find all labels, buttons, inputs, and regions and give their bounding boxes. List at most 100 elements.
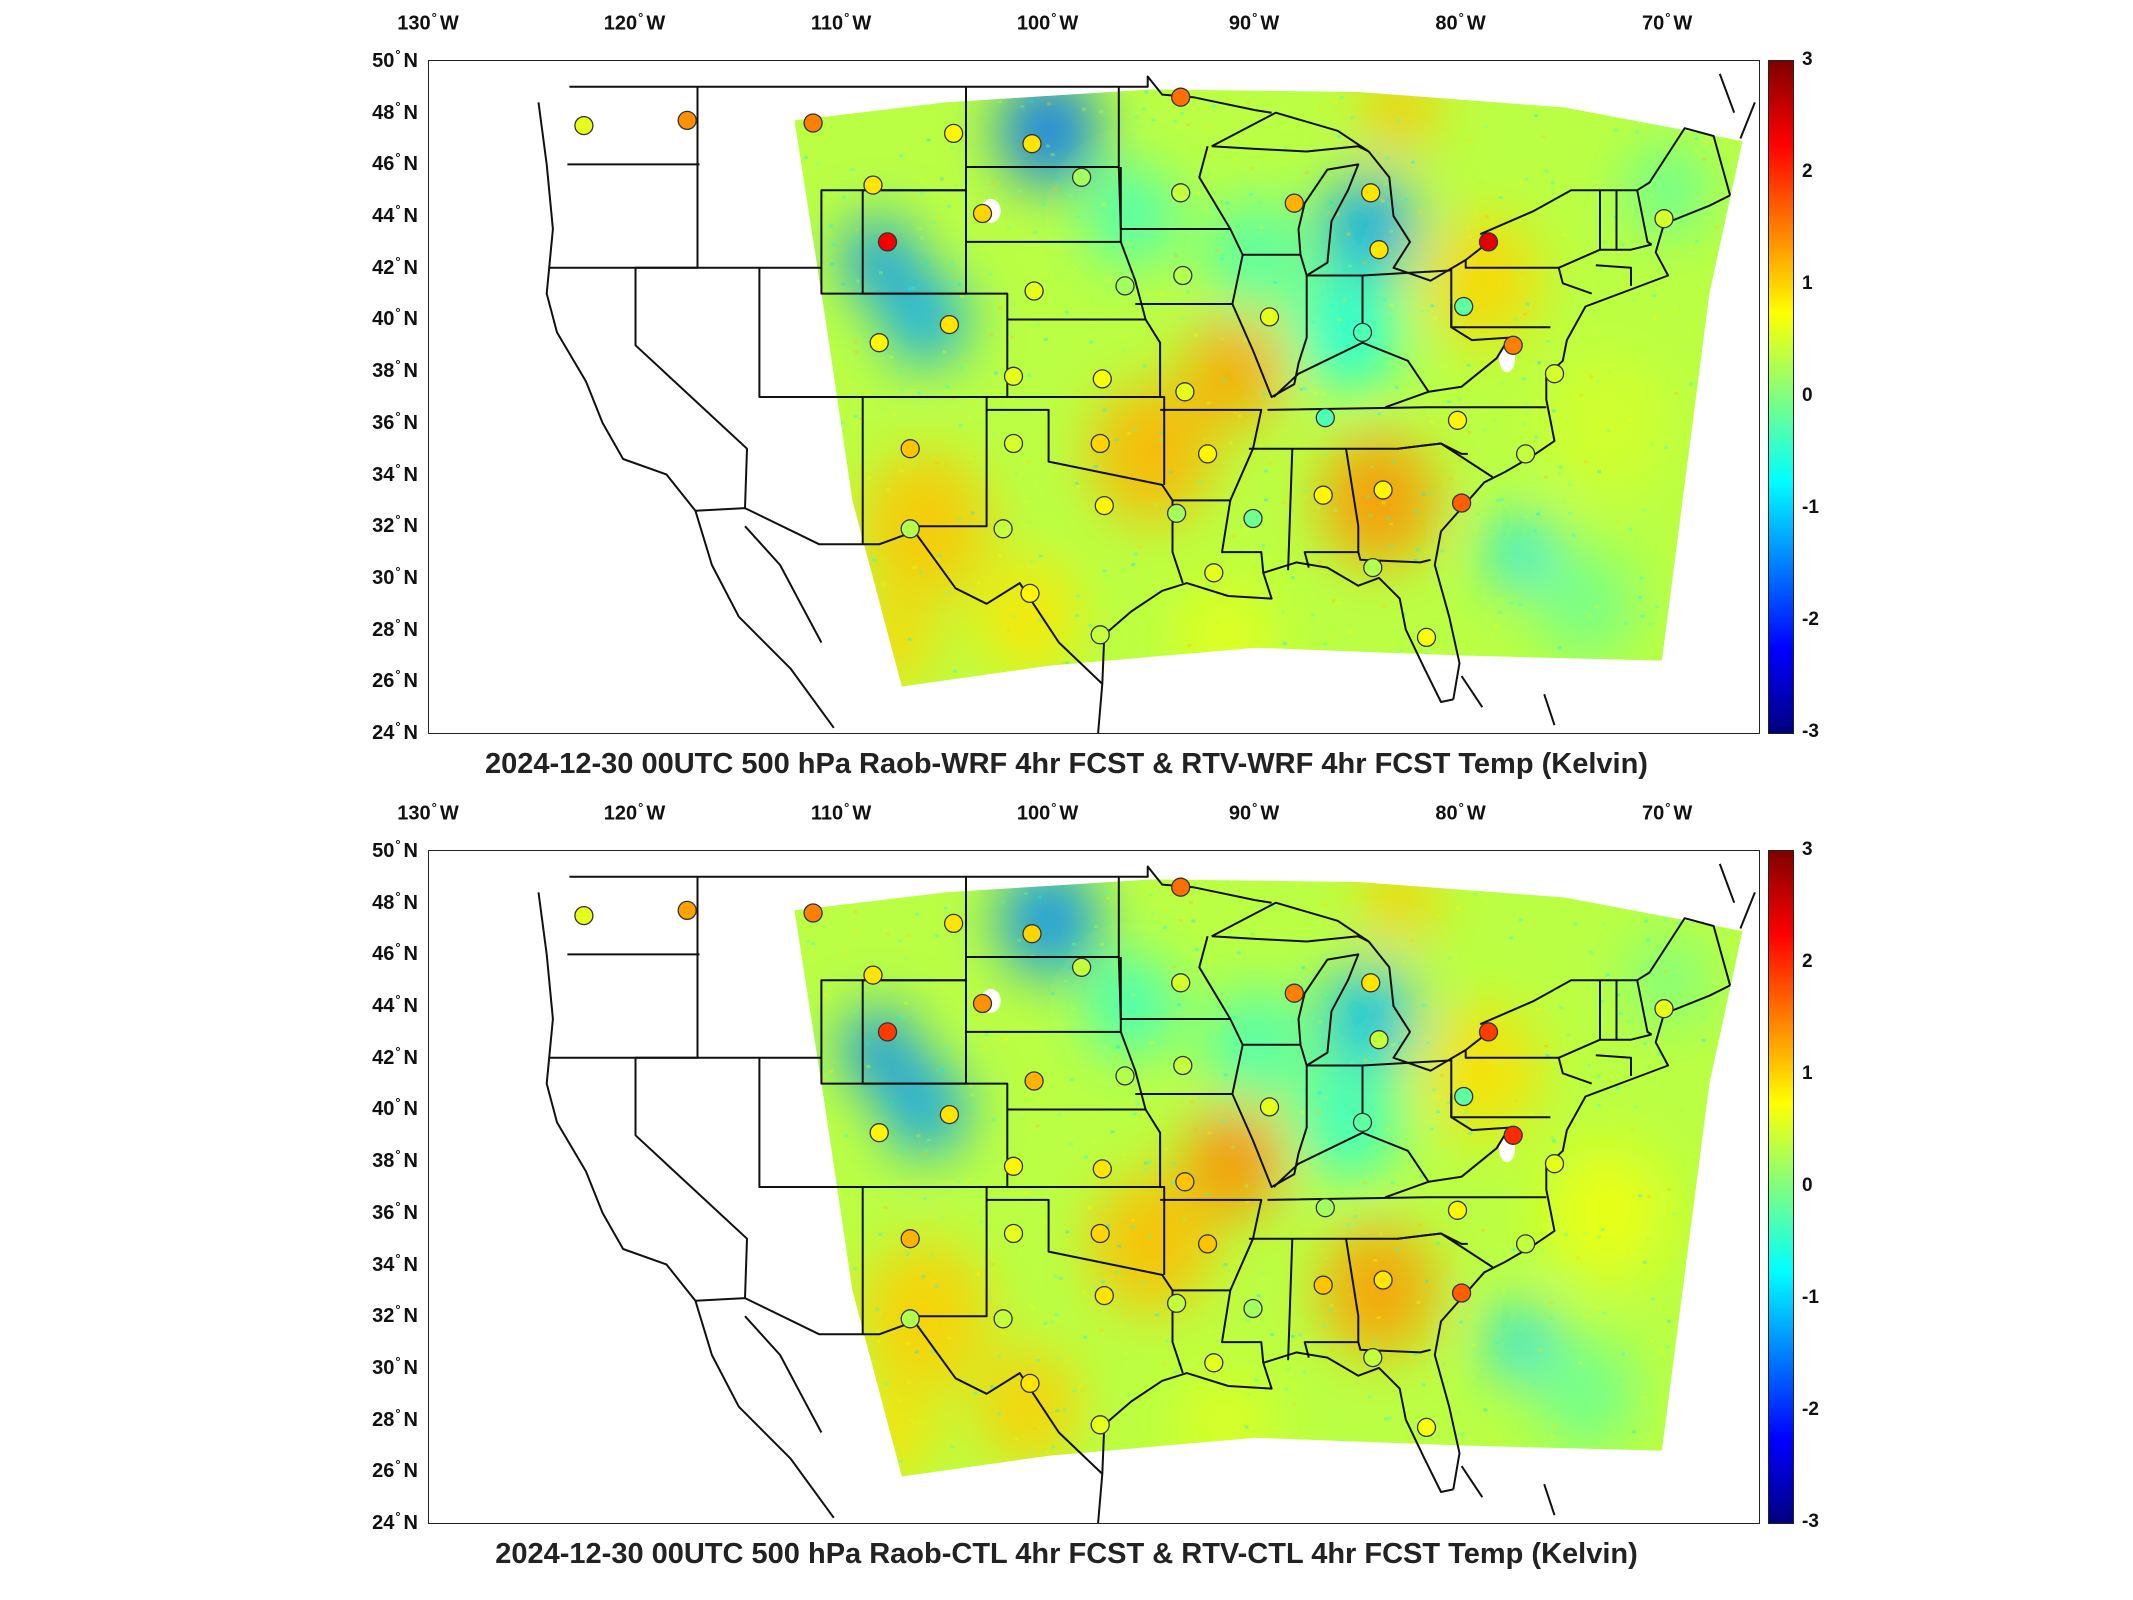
anomaly-blob (1486, 1304, 1553, 1380)
degree-symbol: ° (395, 992, 401, 1008)
tick-degree: 130 (397, 12, 431, 35)
map-frame-top (428, 60, 1760, 734)
degree-symbol: ° (395, 888, 401, 904)
border-line (548, 876, 967, 1059)
tick-degree: 24 (372, 721, 395, 744)
tick-degree: 42 (372, 1046, 395, 1069)
border-line (1636, 980, 1653, 1036)
border-line (1007, 241, 1147, 321)
raob-station-marker (1654, 999, 1674, 1019)
degree-symbol: ° (395, 253, 401, 269)
raob-station-marker (1361, 973, 1381, 993)
degree-symbol: ° (638, 10, 644, 25)
raob-station-marker (1171, 973, 1191, 993)
border-line (744, 1315, 823, 1433)
border-line (986, 408, 1184, 584)
raob-station-marker (1259, 307, 1280, 327)
degree-symbol: ° (395, 1509, 401, 1525)
tick-hemisphere: W (439, 12, 459, 35)
tick-hemisphere: N (403, 1356, 418, 1379)
latitude-tick-label: 44° N (372, 992, 418, 1018)
tick-hemisphere: N (403, 721, 418, 744)
degree-symbol: ° (395, 1405, 401, 1421)
raob-station-marker (1352, 322, 1373, 343)
degree-symbol: ° (395, 409, 401, 425)
anomaly-blob (1089, 384, 1214, 524)
degree-symbol: ° (1458, 10, 1464, 25)
colorbar-tick-label: -3 (1802, 1511, 1819, 1532)
degree-symbol: ° (395, 357, 401, 373)
anomaly-blob (1362, 89, 1437, 155)
raob-station-marker (1094, 495, 1114, 516)
anomaly-blob (1184, 315, 1284, 427)
border-line (1120, 1018, 1244, 1095)
raob-station-marker (1020, 583, 1040, 604)
raob-station-marker (1204, 1353, 1224, 1373)
border-line (1231, 275, 1308, 398)
anomaly-blob (1535, 548, 1636, 660)
raob-station-marker (1373, 480, 1393, 500)
tick-degree: 50 (372, 49, 395, 72)
anomaly-blob (1321, 435, 1437, 566)
latitude-tick-label: 38° N (372, 357, 418, 383)
tick-hemisphere: W (1059, 802, 1079, 825)
border-line (1117, 956, 1122, 1020)
longitude-tick-label: 70° W (1642, 10, 1692, 36)
raob-station-marker (939, 314, 960, 335)
border-line (1600, 243, 1652, 251)
border-line (1433, 194, 1731, 700)
colorbar-tick-label: 2 (1802, 951, 1813, 972)
anomaly-blob (852, 1386, 936, 1477)
colorbar-tick-label: 1 (1802, 273, 1813, 294)
tick-hemisphere: N (403, 101, 418, 124)
longitude-tick-label: 90° W (1229, 800, 1279, 826)
longitude-tick-label: 100° W (1017, 10, 1078, 36)
border-line (1287, 448, 1294, 571)
raob-station-marker (1454, 1086, 1474, 1107)
border-line (1460, 1465, 1484, 1498)
colorbar-tick-label: 1 (1802, 1063, 1813, 1084)
degree-symbol: ° (395, 1147, 401, 1163)
border-line (1636, 190, 1653, 246)
tick-degree: 100 (1016, 802, 1051, 825)
tick-hemisphere: N (403, 411, 418, 434)
latitude-tick-label: 50° N (372, 837, 418, 863)
raob-station-marker (1416, 627, 1437, 648)
anomaly-blob (1535, 1338, 1636, 1450)
latitude-tick-label: 36° N (372, 1199, 418, 1225)
degree-symbol: ° (395, 1199, 401, 1215)
latitude-tick-label: 26° N (372, 667, 418, 693)
raob-station-marker (943, 123, 964, 144)
latitude-tick-label: 32° N (372, 1302, 418, 1328)
tick-hemisphere: N (403, 891, 418, 914)
raob-station-marker (1003, 1223, 1024, 1244)
degree-symbol: ° (1252, 10, 1258, 25)
tick-hemisphere: N (403, 1408, 418, 1431)
raob-station-marker (877, 1022, 898, 1042)
border-line (1007, 1031, 1147, 1111)
colorbar-tick-label: 3 (1802, 49, 1813, 70)
border-line (1267, 1196, 1547, 1201)
border-line (1303, 448, 1360, 568)
border-line (694, 510, 835, 729)
tick-hemisphere: W (439, 802, 459, 825)
stations (574, 877, 1674, 1438)
tick-hemisphere: N (403, 359, 418, 382)
raob-station-marker (1173, 1055, 1193, 1076)
tick-hemisphere: N (403, 670, 418, 693)
raob-station-marker (677, 900, 697, 921)
latitude-tick-label: 50° N (372, 47, 418, 73)
latitude-tick-label: 40° N (372, 1096, 418, 1122)
raob-station-marker (1003, 433, 1024, 454)
tick-hemisphere: W (646, 12, 666, 35)
tick-degree: 90 (1228, 12, 1252, 35)
degree-symbol: ° (395, 1043, 401, 1059)
raob-station-marker (1478, 232, 1499, 252)
latitude-tick-label: 26° N (372, 1457, 418, 1483)
raob-station-marker (1090, 433, 1110, 454)
tick-hemisphere: N (403, 256, 418, 279)
tick-degree: 32 (372, 1305, 395, 1328)
temperature-map-bottom (537, 863, 1756, 1523)
border-line (1464, 1050, 1593, 1085)
raob-station-marker (1092, 369, 1112, 389)
